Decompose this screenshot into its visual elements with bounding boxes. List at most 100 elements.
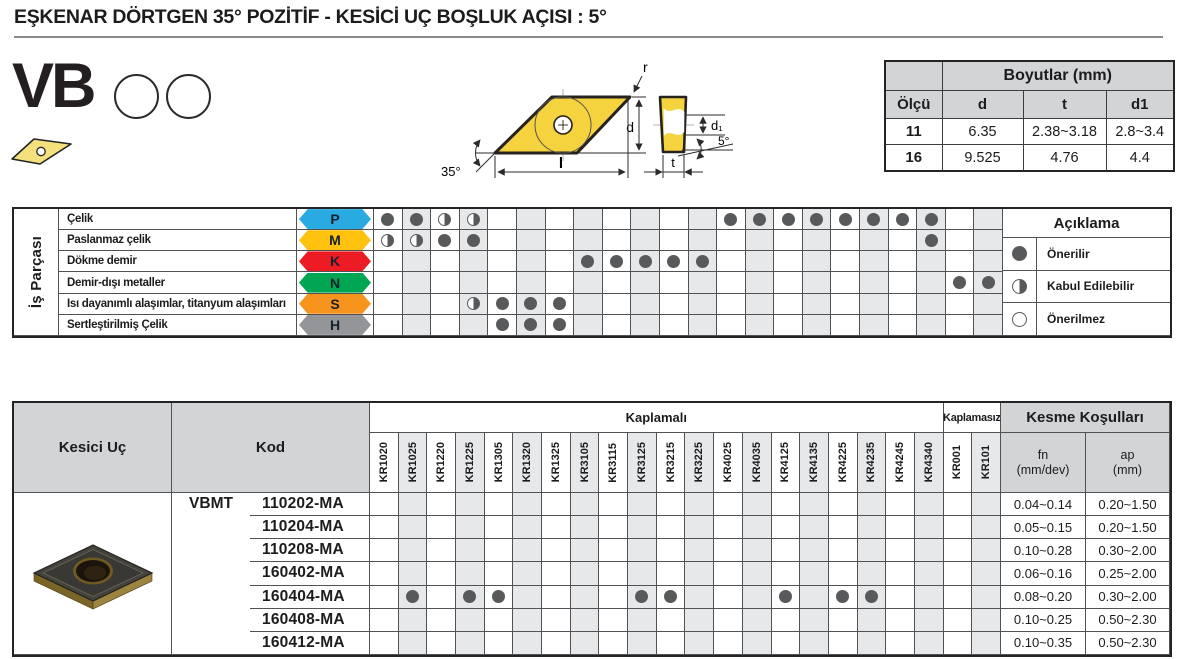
rating-cell (402, 314, 432, 336)
grade-label: KR4340 (922, 442, 935, 483)
rating-cell (685, 516, 715, 540)
grade-header: KR4125 (771, 433, 801, 493)
rating-cell (402, 251, 432, 273)
rating-cell (800, 493, 829, 517)
rating-cell (717, 251, 746, 273)
rating-cell (631, 209, 660, 231)
material-class-letter: K (329, 253, 341, 270)
half-dot-icon (438, 212, 452, 226)
rating-cell (602, 209, 632, 231)
rating-cell (745, 272, 775, 294)
full-dot-icon (463, 590, 477, 604)
rating-cell (914, 608, 944, 632)
rating-cell (888, 209, 918, 231)
rating-cell (574, 293, 603, 315)
grade-header: KR3215 (656, 433, 686, 493)
rating-cell (943, 516, 973, 540)
code-cell: 110202-MA (250, 493, 370, 517)
coated-header: Kaplamalı (370, 403, 944, 433)
full-dot-icon (635, 590, 649, 604)
rating-cell (513, 562, 543, 586)
rating-cell (516, 251, 546, 273)
rating-cell (802, 293, 832, 315)
code-cell: 160404-MA (250, 585, 370, 609)
rating-cell (974, 272, 1003, 294)
full-dot-icon (524, 318, 538, 332)
grade-label: KR4225 (836, 442, 849, 483)
rating-cell (656, 516, 686, 540)
rating-cell (688, 230, 718, 252)
rating-cell (945, 293, 975, 315)
label-d1: d₁ (711, 118, 723, 133)
rating-cell (398, 562, 428, 586)
material-label: Paslanmaz çelik (59, 230, 297, 252)
rating-cell (570, 631, 600, 655)
fn-label: fn (1037, 447, 1049, 462)
dims-cell: 2.38~3.18 (1022, 118, 1107, 145)
rating-cell (886, 631, 915, 655)
rating-cell (742, 539, 772, 563)
grade-header: KR4135 (800, 433, 829, 493)
rating-cell (628, 493, 657, 517)
grade-label: KR1305 (492, 442, 505, 483)
rating-cell (488, 251, 517, 273)
workpiece-side-label: İş Parçası (27, 235, 45, 309)
rating-cell (484, 539, 514, 563)
rating-cell (574, 314, 603, 336)
rating-cell (771, 539, 801, 563)
ap-value: 0.50~2.30 (1085, 608, 1170, 632)
fn-value: 0.06~0.16 (1000, 562, 1086, 586)
rating-cell (370, 631, 399, 655)
full-dot-icon (552, 318, 566, 332)
fn-value: 0.10~0.28 (1000, 539, 1086, 563)
full-dot-icon (552, 297, 566, 311)
rating-cell (802, 251, 832, 273)
rating-cell (398, 585, 428, 609)
rating-cell (943, 608, 973, 632)
full-dot-icon (981, 276, 995, 290)
grade-label: KR1020 (377, 442, 390, 483)
rating-cell (800, 631, 829, 655)
rating-cell (513, 539, 543, 563)
dims-cell: 2.8~3.4 (1105, 118, 1175, 145)
rating-cell (659, 272, 689, 294)
rating-cell (431, 293, 460, 315)
half-dot-icon (381, 233, 395, 247)
rating-cell (427, 585, 457, 609)
grade-header: KR1325 (542, 433, 571, 493)
rating-cell (370, 539, 399, 563)
rating-cell (431, 230, 460, 252)
rating-cell (602, 230, 632, 252)
grade-header: KR4235 (857, 433, 887, 493)
rating-cell (771, 585, 801, 609)
rating-cell (828, 539, 858, 563)
code-cell: 160402-MA (250, 562, 370, 586)
rating-cell (688, 314, 718, 336)
grade-header: KR1225 (456, 433, 485, 493)
rating-cell (456, 608, 485, 632)
material-class-letter: H (329, 316, 341, 333)
rating-cell (771, 516, 801, 540)
rating-cell (717, 209, 746, 231)
grade-header: KR4035 (742, 433, 772, 493)
rating-cell (717, 230, 746, 252)
rating-cell (459, 230, 489, 252)
rating-cell (914, 539, 944, 563)
uncoated-header: Kaplamasız (943, 403, 1001, 433)
rating-cell (374, 314, 403, 336)
grade-header: KR1025 (398, 433, 428, 493)
rating-cell (857, 608, 887, 632)
grade-label: KR1325 (549, 442, 562, 483)
grade-header: KR3225 (685, 433, 715, 493)
rating-cell (398, 516, 428, 540)
rating-cell (742, 493, 772, 517)
rating-cell (513, 631, 543, 655)
rating-cell (545, 230, 575, 252)
label-d: d (626, 119, 634, 135)
legend: Açıklama Önerilir Kabul Edilebilir Öneri… (1003, 209, 1170, 336)
dims-cell: 16 (884, 144, 943, 172)
rating-cell (800, 585, 829, 609)
full-dot-icon (438, 233, 452, 247)
ap-unit: (mm) (1112, 462, 1143, 477)
material-class-letter: S (330, 295, 340, 312)
